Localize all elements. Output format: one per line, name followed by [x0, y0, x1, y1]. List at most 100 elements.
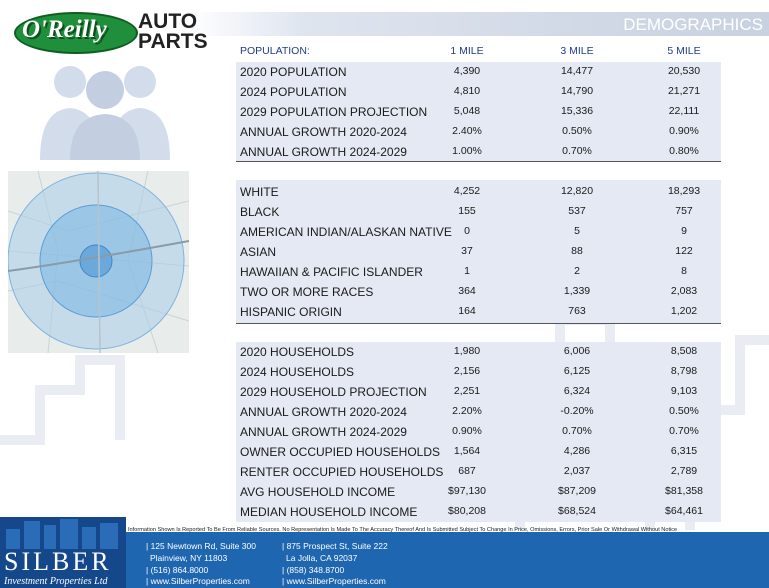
value-1-mile: 364 [458, 285, 476, 297]
value-1-mile: 37 [461, 245, 473, 257]
value-1-mile: 2.20% [452, 405, 482, 417]
row-label: WHITE [240, 185, 279, 199]
row-label: 2029 POPULATION PROJECTION [240, 105, 428, 119]
value-3-mile: 14,790 [560, 85, 594, 97]
row-label: OWNER OCCUPIED HOUSEHOLDS [240, 445, 441, 459]
value-1-mile: $97,130 [448, 485, 486, 497]
households-section: 2020 HOUSEHOLDS 1,980 6,006 8,508 2024 H… [236, 342, 721, 522]
row-label: 2029 HOUSEHOLD PROJECTION [240, 385, 427, 399]
ca-address-line1: | 875 Prospect St, Suite 222 [282, 541, 388, 551]
row-label: RENTER OCCUPIED HOUSEHOLDS [240, 465, 444, 479]
value-3-mile: 0.50% [562, 125, 592, 137]
logo-brand-text: O'Reilly [22, 16, 107, 43]
ca-address-line2: La Jolla, CA 92037 [286, 553, 358, 563]
row-label: 2024 HOUSEHOLDS [240, 365, 355, 379]
value-3-mile: 14,477 [560, 65, 594, 77]
value-1-mile: 687 [458, 465, 476, 477]
value-5-mile: 20,530 [667, 65, 701, 77]
row-label: AVG HOUSEHOLD INCOME [240, 485, 396, 499]
value-3-mile: 5 [574, 225, 580, 237]
table-row: 2024 POPULATION 4,810 14,790 21,271 [236, 82, 721, 102]
value-3-mile: 763 [568, 305, 586, 317]
col-header-3-mile: 3 MILE [560, 45, 594, 57]
ca-phone: | (858) 348.8700 [282, 565, 345, 575]
value-3-mile: 4,286 [563, 445, 591, 457]
footer-bar [0, 532, 769, 588]
disclaimer-text: Information Shown Is Reported To Be From… [128, 527, 678, 533]
value-1-mile: 1,980 [453, 345, 481, 357]
table-row: 2029 HOUSEHOLD PROJECTION 2,251 6,324 9,… [236, 382, 721, 402]
population-section-label: POPULATION: [240, 45, 310, 57]
value-5-mile: 0.70% [669, 425, 699, 437]
table-row: AMERICAN INDIAN/ALASKAN NATIVE 0 5 9 [236, 222, 721, 242]
table-row: AVG HOUSEHOLD INCOME $97,130 $87,209 $81… [236, 482, 721, 502]
table-row: BLACK 155 537 757 [236, 202, 721, 222]
value-1-mile: 4,252 [453, 185, 481, 197]
value-5-mile: 8 [681, 265, 687, 277]
row-label: HISPANIC ORIGIN [240, 305, 342, 319]
radius-map [8, 171, 189, 353]
value-3-mile: 6,125 [563, 365, 591, 377]
value-1-mile: 0 [464, 225, 470, 237]
table-row: ANNUAL GROWTH 2024-2029 0.90% 0.70% 0.70… [236, 422, 721, 442]
row-label: AMERICAN INDIAN/ALASKAN NATIVE [240, 225, 452, 239]
value-1-mile: 5,048 [453, 105, 481, 117]
table-row: ANNUAL GROWTH 2020-2024 2.20% -0.20% 0.5… [236, 402, 721, 422]
value-5-mile: 8,798 [670, 365, 698, 377]
row-label: ANNUAL GROWTH 2020-2024 [240, 125, 407, 139]
value-3-mile: $68,524 [558, 505, 596, 517]
value-5-mile: 2,083 [670, 285, 698, 297]
value-3-mile: 2,037 [563, 465, 591, 477]
value-3-mile: 1,339 [563, 285, 591, 297]
row-label: 2020 HOUSEHOLDS [240, 345, 355, 359]
col-header-1-mile: 1 MILE [450, 45, 484, 57]
row-label: HAWAIIAN & PACIFIC ISLANDER [240, 265, 423, 279]
company-name: SILBER [4, 547, 112, 576]
value-5-mile: 122 [675, 245, 693, 257]
silber-logo [0, 517, 126, 588]
value-3-mile: 0.70% [562, 145, 592, 157]
page-title: DEMOGRAPHICS [623, 15, 763, 34]
value-5-mile: 9,103 [670, 385, 698, 397]
table-row: 2024 HOUSEHOLDS 2,156 6,125 8,798 [236, 362, 721, 382]
value-1-mile: 1.00% [452, 145, 482, 157]
table-header-row: POPULATION: 1 MILE 3 MILE 5 MILE [236, 42, 721, 62]
section-divider [236, 323, 721, 324]
section-divider [236, 161, 721, 162]
silber-skyline-icon [6, 519, 118, 549]
ny-address-line1: | 125 Newtown Rd, Suite 300 [146, 541, 256, 551]
table-row: MEDIAN HOUSEHOLD INCOME $80,208 $68,524 … [236, 502, 721, 522]
value-1-mile: 2,251 [453, 385, 481, 397]
value-1-mile: 164 [458, 305, 476, 317]
value-3-mile: 88 [571, 245, 583, 257]
table-row: OWNER OCCUPIED HOUSEHOLDS 1,564 4,286 6,… [236, 442, 721, 462]
value-5-mile: 0.80% [669, 145, 699, 157]
value-1-mile: $80,208 [448, 505, 486, 517]
value-5-mile: 0.90% [669, 125, 699, 137]
value-5-mile: $81,358 [665, 485, 703, 497]
value-5-mile: 18,293 [667, 185, 701, 197]
table-header: POPULATION: 1 MILE 3 MILE 5 MILE [236, 42, 721, 62]
row-label: 2020 POPULATION [240, 65, 347, 79]
population-section: 2020 POPULATION 4,390 14,477 20,530 2024… [236, 62, 721, 162]
ny-website-link[interactable]: | www.SilberProperties.com [146, 576, 250, 586]
ny-phone: | (516) 864.8000 [146, 565, 209, 575]
value-5-mile: 8,508 [670, 345, 698, 357]
value-3-mile: 537 [568, 205, 586, 217]
value-1-mile: 4,390 [453, 65, 481, 77]
value-3-mile: 2 [574, 265, 580, 277]
oreilly-logo: O'Reilly AUTO PARTS [14, 10, 208, 56]
value-5-mile: 1,202 [670, 305, 698, 317]
value-1-mile: 1,564 [453, 445, 481, 457]
value-3-mile: -0.20% [560, 405, 594, 417]
value-3-mile: 15,336 [560, 105, 594, 117]
value-3-mile: $87,209 [558, 485, 596, 497]
logo-auto-text: AUTO [138, 10, 198, 33]
ny-address-line2: Plainview, NY 11803 [150, 553, 228, 563]
value-1-mile: 4,810 [453, 85, 481, 97]
row-label: 2024 POPULATION [240, 85, 347, 99]
ca-website-link[interactable]: | www.SilberProperties.com [282, 576, 386, 586]
value-1-mile: 0.90% [452, 425, 482, 437]
radius-map-graphic [8, 171, 189, 353]
table-row: ANNUAL GROWTH 2024-2029 1.00% 0.70% 0.80… [236, 142, 721, 162]
